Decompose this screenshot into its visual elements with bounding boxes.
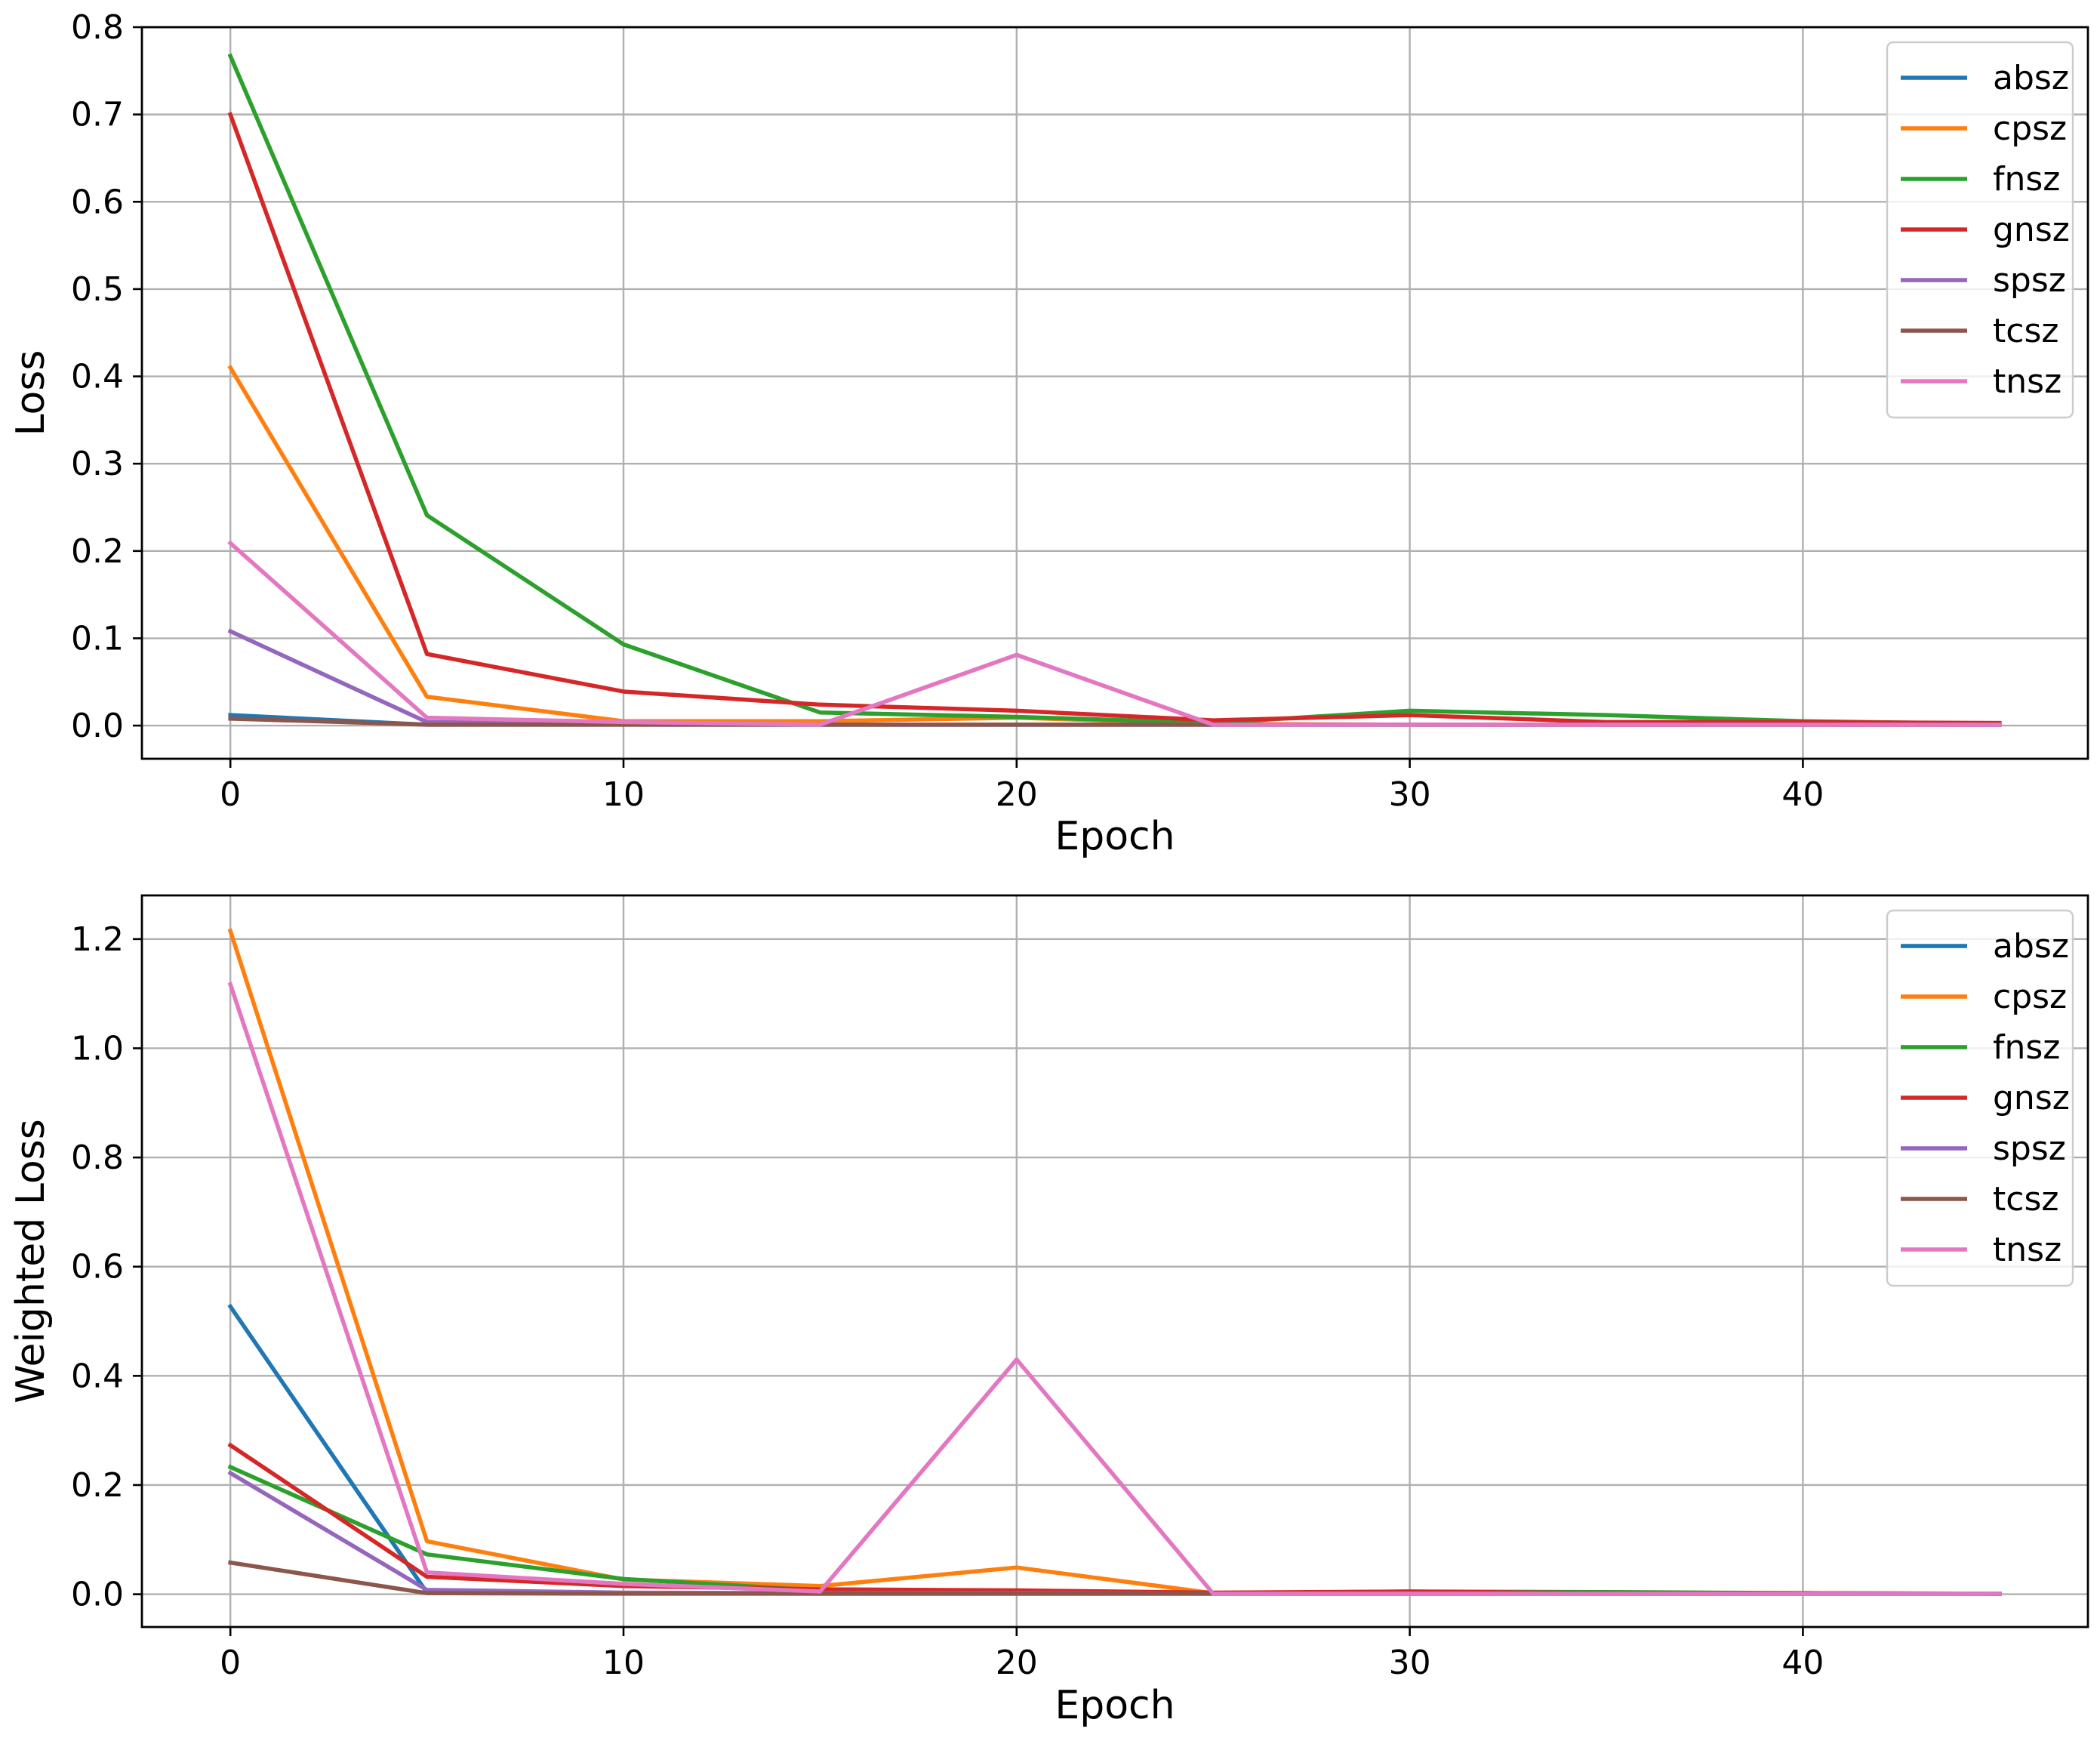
chart-1-x-tick-label: 10: [602, 775, 645, 814]
chart-2-x-tick-label: 20: [996, 1644, 1038, 1682]
chart-2-y-tick-label: 0.2: [71, 1466, 124, 1505]
chart-1-legend-label-spsz: spsz: [1993, 261, 2066, 300]
chart-2-y-axis-title: Weighted Loss: [8, 1119, 54, 1404]
chart-1-legend: absz cpsz fnsz gnsz spsz tcsz tnsz: [1886, 41, 2074, 419]
chart-1-series-line-gnsz: [227, 112, 2002, 726]
chart-2-legend-label-gnsz: gnsz: [1993, 1079, 2070, 1117]
chart-2-series-group: [227, 928, 2002, 1596]
chart-2-x-axis-title: Epoch: [1055, 1683, 1175, 1728]
chart-2-legend-label-tcsz: tcsz: [1993, 1180, 2058, 1219]
chart-1-x-tick-label: 30: [1389, 775, 1431, 814]
chart-2-legend-frame: [1886, 909, 2074, 1287]
chart-1-series-line-tnsz: [227, 540, 2002, 727]
chart-1-x-tick-label: 20: [996, 775, 1038, 814]
chart-2-y-tick-label: 0.6: [71, 1248, 124, 1286]
chart-2-legend-label-fnsz: fnsz: [1993, 1028, 2060, 1067]
chart-2-legend-label-spsz: spsz: [1993, 1129, 2066, 1168]
chart-1-legend-label-gnsz: gnsz: [1993, 211, 2070, 249]
chart-1-y-tick-label: 0.3: [71, 445, 124, 483]
chart-1-y-axis-title: Loss: [8, 350, 54, 436]
chart-2-x-tick-label: 10: [602, 1644, 645, 1682]
chart-1-y-tick-label: 0.2: [71, 532, 124, 571]
chart-2-legend-label-absz: absz: [1993, 927, 2069, 966]
chart-2-y-tick-label: 0.0: [71, 1576, 124, 1614]
chart-2-legend-label-tnsz: tnsz: [1993, 1231, 2062, 1269]
chart-1-x-axis-title: Epoch: [1055, 814, 1175, 859]
chart-1-y-tick-label: 0.0: [71, 707, 124, 745]
chart-1-y-tick-label: 0.8: [71, 8, 124, 47]
chart-1-y-tick-label: 0.1: [71, 619, 124, 658]
chart-2-y-tick-label: 0.8: [71, 1139, 124, 1177]
chart-1-y-tick-label: 0.4: [71, 358, 124, 396]
chart-1-y-tick-label: 0.5: [71, 270, 124, 309]
chart-2-legend-label-cpsz: cpsz: [1993, 978, 2067, 1016]
chart-1-x-tick-label: 40: [1781, 775, 1824, 814]
chart-1-legend-label-cpsz: cpsz: [1993, 109, 2067, 148]
chart-1-series-group: [227, 53, 2002, 727]
chart-1-y-tick-label: 0.6: [71, 183, 124, 221]
chart-2-plot-frame: [140, 894, 2089, 1629]
chart-2-x-tick-label: 0: [220, 1644, 241, 1682]
chart-2-y-tick-label: 1.2: [71, 920, 124, 959]
chart-2-x-tick-label: 40: [1781, 1644, 1824, 1682]
chart-1-legend-frame: [1886, 41, 2074, 419]
chart-1-legend-label-tnsz: tnsz: [1993, 362, 2062, 401]
chart-2-y-tick-label: 1.0: [71, 1029, 124, 1068]
chart-2-y-tick-label: 0.4: [71, 1357, 124, 1395]
loss-chart: 0 10 20 30 40 0.0 0.1 0.2 0.3 0.4 0.5 0.6 0.7 0.8 Epoc…: [8, 8, 2089, 859]
chart-1-series-line-fnsz: [227, 53, 2002, 726]
chart-1-plot-frame: [140, 26, 2089, 760]
chart-1-legend-label-tcsz: tcsz: [1993, 312, 2058, 350]
chart-2-series-line-tnsz: [227, 981, 2002, 1596]
chart-2-legend: absz cpsz fnsz gnsz spsz tcsz tnsz: [1886, 909, 2074, 1287]
chart-1-x-tick-label: 0: [220, 775, 241, 814]
chart-1-legend-label-absz: absz: [1993, 59, 2069, 97]
chart-1-y-tick-label: 0.7: [71, 96, 124, 134]
weighted-loss-chart: 0 10 20 30 40 0.0 0.2 0.4 0.6 0.8 1.0 1.2 Epoch Weigh…: [8, 894, 2089, 1728]
chart-1-legend-label-fnsz: fnsz: [1993, 160, 2060, 199]
chart-2-x-tick-label: 30: [1389, 1644, 1431, 1682]
